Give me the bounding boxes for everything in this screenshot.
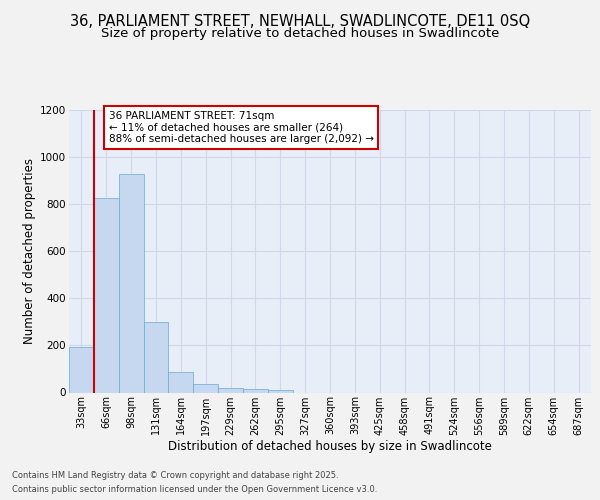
Text: Contains public sector information licensed under the Open Government Licence v3: Contains public sector information licen…: [12, 484, 377, 494]
Bar: [243, 390, 268, 392]
Bar: [193, 384, 218, 392]
Bar: [119, 174, 143, 392]
Bar: [143, 322, 169, 392]
X-axis label: Distribution of detached houses by size in Swadlincote: Distribution of detached houses by size …: [168, 440, 492, 453]
Bar: [169, 372, 193, 392]
Bar: [268, 390, 293, 392]
Y-axis label: Number of detached properties: Number of detached properties: [23, 158, 36, 344]
Text: 36, PARLIAMENT STREET, NEWHALL, SWADLINCOTE, DE11 0SQ: 36, PARLIAMENT STREET, NEWHALL, SWADLINC…: [70, 14, 530, 29]
Bar: [69, 346, 94, 393]
Text: Contains HM Land Registry data © Crown copyright and database right 2025.: Contains HM Land Registry data © Crown c…: [12, 471, 338, 480]
Bar: [218, 388, 243, 392]
Bar: [94, 198, 119, 392]
Text: 36 PARLIAMENT STREET: 71sqm
← 11% of detached houses are smaller (264)
88% of se: 36 PARLIAMENT STREET: 71sqm ← 11% of det…: [109, 111, 374, 144]
Text: Size of property relative to detached houses in Swadlincote: Size of property relative to detached ho…: [101, 27, 499, 40]
